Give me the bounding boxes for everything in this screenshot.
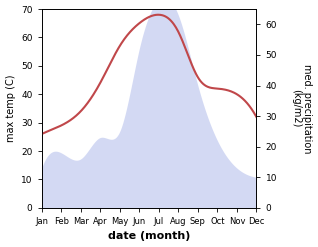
X-axis label: date (month): date (month) [108, 231, 190, 242]
Y-axis label: max temp (C): max temp (C) [5, 75, 16, 142]
Y-axis label: med. precipitation
(kg/m2): med. precipitation (kg/m2) [291, 64, 313, 153]
